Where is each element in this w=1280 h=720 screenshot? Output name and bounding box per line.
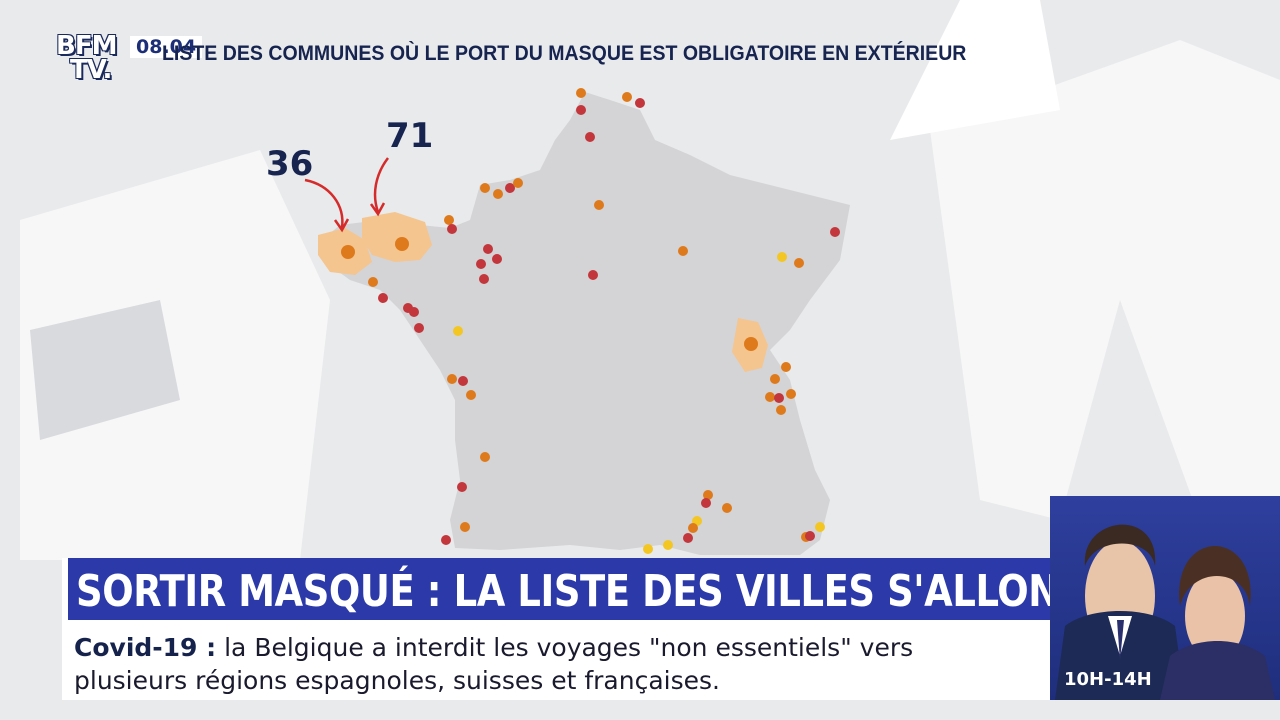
- ticker-text: Covid-19 : la Belgique a interdit les vo…: [74, 631, 1034, 697]
- headline-bar: [62, 558, 1050, 620]
- background-watermark: [20, 0, 1280, 560]
- zone-71: [362, 212, 432, 262]
- city-dots: [341, 88, 840, 554]
- callout-count-36: 36: [266, 144, 314, 184]
- callout-count-71: 71: [386, 116, 434, 156]
- arrow-71: [373, 157, 389, 213]
- arrow-36: [304, 178, 344, 229]
- france-map: [304, 88, 850, 555]
- ticker-line2: plusieurs régions espagnoles, suisses et…: [74, 666, 720, 695]
- arrow-36-head: [333, 218, 350, 233]
- map-title: LISTE DES COMMUNES OÙ LE PORT DU MASQUE …: [162, 42, 967, 65]
- presenters-image: [1055, 524, 1275, 700]
- presenters-panel: [1050, 496, 1280, 700]
- news-ticker: [62, 620, 1050, 700]
- show-timeslot: 10H-14H: [1064, 669, 1152, 690]
- headline: SORTIR MASQUÉ : LA LISTE DES VILLES S'AL…: [76, 566, 1114, 617]
- ticker-tag: Covid-19 :: [74, 633, 217, 662]
- clock: 08.04: [130, 36, 203, 58]
- arrow-71-head: [369, 202, 386, 217]
- france-land: [322, 92, 850, 555]
- bfmtv-logo: BFM TV.: [56, 31, 117, 85]
- ticker-line1: la Belgique a interdit les voyages "non …: [224, 633, 914, 662]
